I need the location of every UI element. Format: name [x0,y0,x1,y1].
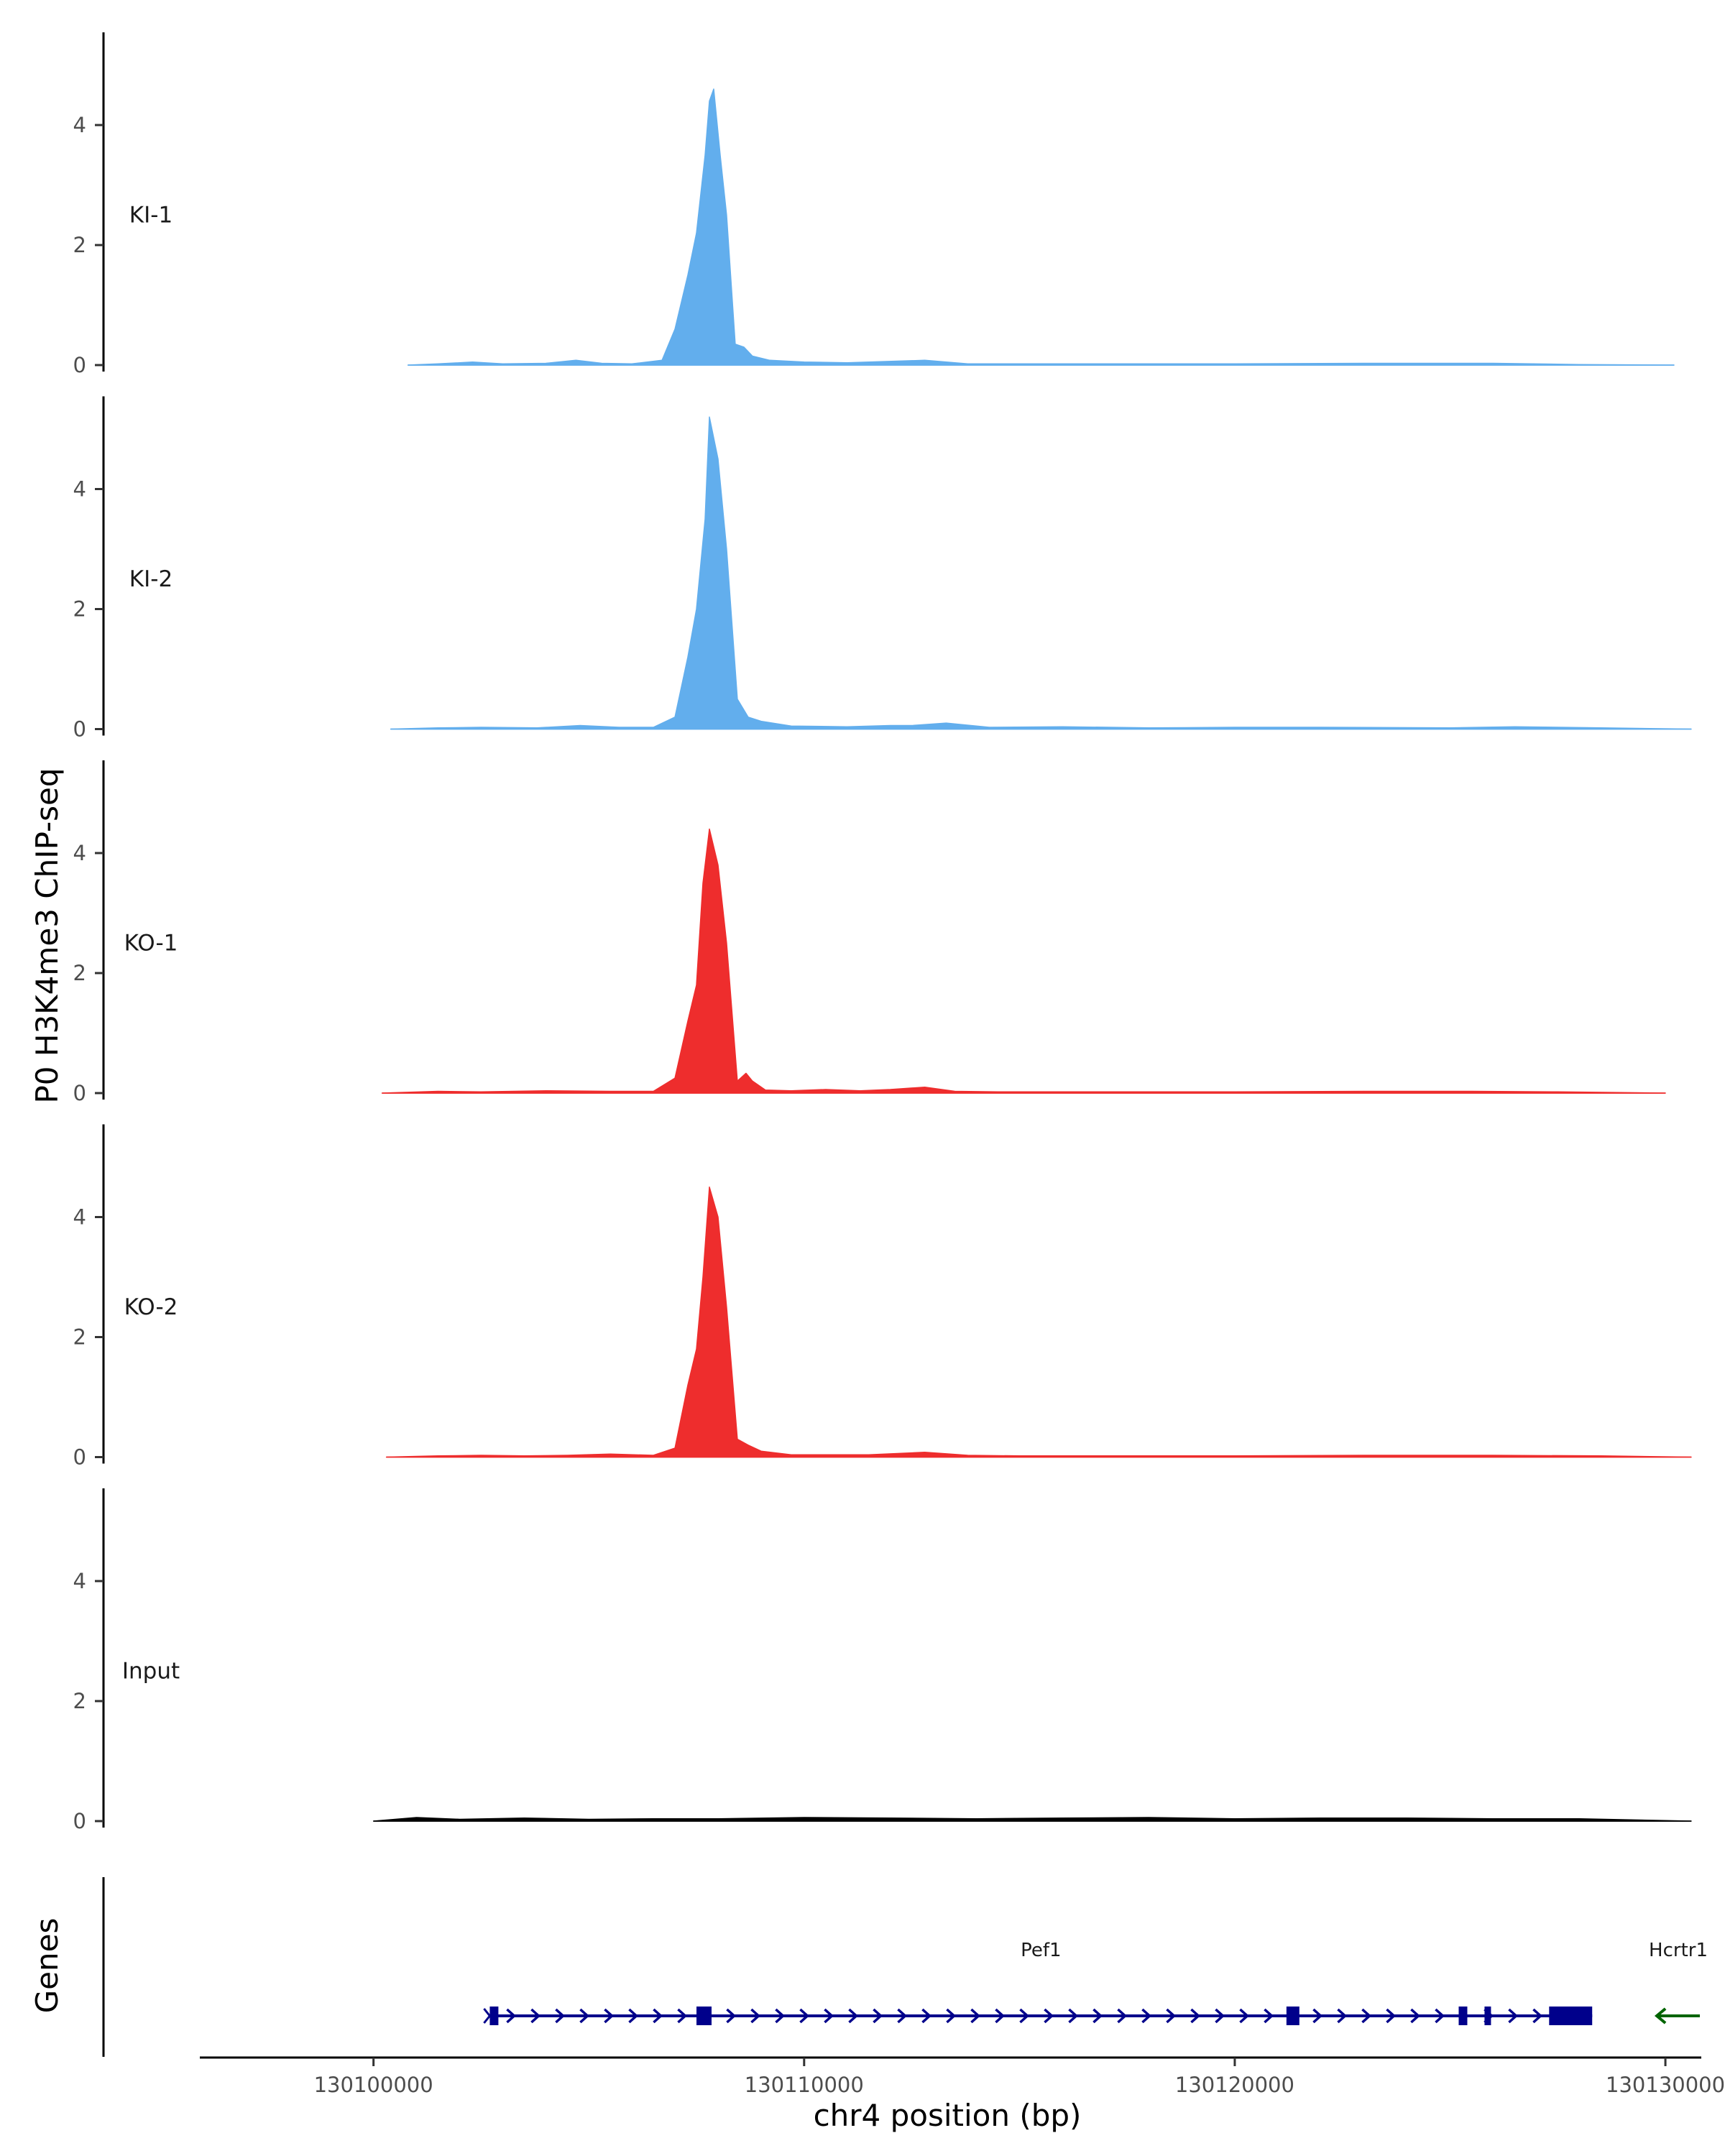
strand-arrow-icon [1166,2008,1177,2024]
genes-panel: Pef1 Hcrtr1 130100000 130110000 130120000 130… [102,1877,1725,2097]
y-tick-label: 2 [73,961,86,985]
strand-arrow-icon [1386,2008,1397,2024]
strand-arrow-icon [1654,2007,1667,2024]
y-tick-label: 0 [73,1809,86,1833]
y-tick-label: 2 [73,233,86,257]
strand-arrow-icon [1361,2008,1372,2024]
strand-arrow-icon [1215,2008,1225,2024]
y-tick-label: 4 [73,113,86,137]
track-ki-2: 0 2 4 KI-2 [73,396,1692,742]
strand-arrow-icon [1532,2008,1543,2024]
strand-arrow-icon [1435,2008,1445,2024]
track-label: KO-2 [124,1294,178,1320]
y-tick-label: 4 [73,841,86,865]
strand-arrow-icon [775,2008,786,2024]
gene-hcrtr1: Hcrtr1 [1649,1940,1708,2024]
strand-arrow-icon [946,2008,957,2024]
strand-arrow-icon [1508,2008,1519,2024]
track-ko-2: 0 2 4 KO-2 [73,1124,1692,1470]
track-ki-1: 0 2 4 KI-1 [73,32,1675,377]
exon-block [696,2007,712,2025]
track-label: KI-1 [129,202,172,228]
strand-arrow-icon [824,2008,834,2024]
track-label: Input [122,1658,180,1684]
tracks-layer: 0 2 4 KI-1 0 2 4 KI-2 0 2 4 KO-1 0 2 4 KO-2 0 2 4 Input [73,32,1692,1833]
gene-label: Pef1 [1021,1940,1061,1961]
strand-arrow-icon [1264,2008,1274,2024]
strand-arrow-icon [995,2008,1006,2024]
coverage-area [381,828,1666,1094]
strand-arrow-icon [653,2008,663,2024]
track-input: 0 2 4 Input [73,1488,1692,1833]
y-tick-label: 4 [73,1205,86,1230]
y-tick-label: 0 [73,1081,86,1105]
coverage-area [385,1187,1692,1458]
strand-arrow-icon [555,2008,566,2024]
exon-block [489,2007,499,2025]
y-tick-label: 4 [73,477,86,502]
strand-arrow-icon [1092,2008,1103,2024]
strand-arrow-icon [628,2008,639,2024]
strand-arrow-icon [1141,2008,1152,2024]
y-tick-label: 0 [73,717,86,742]
y-axis-title: P0 H3K4me3 ChIP-seq [29,768,65,1103]
track-label: KO-1 [124,930,178,956]
strand-arrow-icon [604,2008,615,2024]
y-tick-label: 2 [73,597,86,622]
y-tick-label: 2 [73,1325,86,1350]
strand-arrow-icon [970,2008,981,2024]
gene-label: Hcrtr1 [1649,1940,1708,1961]
exon-block [1286,2007,1300,2025]
strand-arrow-icon [1044,2008,1054,2024]
exon-block [1458,2007,1468,2025]
strand-arrow-icon [1337,2008,1348,2024]
strand-arrow-icon [1068,2008,1079,2024]
y-tick-label: 4 [73,1569,86,1593]
x-axis-title: chr4 position (bp) [814,2098,1082,2133]
gene-pef1: Pef1 [483,1940,1593,2025]
coverage-area [407,88,1675,366]
exon-block [1484,2007,1491,2025]
x-tick-label: 130120000 [1175,2073,1294,2097]
strand-arrow-icon [530,2008,541,2024]
strand-arrow-icon [921,2008,932,2024]
track-ko-1: 0 2 4 KO-1 [73,760,1666,1105]
strand-arrow-icon [873,2008,883,2024]
strand-arrow-icon [750,2008,761,2024]
strand-arrow-icon [1312,2008,1323,2024]
x-tick-label: 130130000 [1606,2073,1725,2097]
strand-arrow-icon [1019,2008,1030,2024]
gene-start-mark [483,2008,497,2024]
x-tick-label: 130100000 [314,2073,433,2097]
strand-arrow-icon [726,2008,737,2024]
strand-arrow-icon [848,2008,859,2024]
strand-arrow-icon [1117,2008,1128,2024]
strand-arrow-icon [506,2008,517,2024]
exon-block [1549,2007,1593,2025]
strand-arrow-icon [1190,2008,1201,2024]
strand-arrow-icon [579,2008,590,2024]
coverage-area [390,416,1692,730]
x-tick-label: 130110000 [745,2073,864,2097]
strand-arrow-icon [677,2008,688,2024]
strand-arrow-icon [1410,2008,1421,2024]
y-tick-label: 0 [73,353,86,377]
y-tick-label: 2 [73,1689,86,1713]
strand-arrow-icon [799,2008,810,2024]
genes-axis-title: Genes [29,1918,65,2014]
y-tick-label: 0 [73,1445,86,1470]
strand-arrow-icon [897,2008,908,2024]
track-label: KI-2 [129,566,172,592]
strand-arrow-icon [1239,2008,1250,2024]
coverage-area [372,1817,1692,1822]
